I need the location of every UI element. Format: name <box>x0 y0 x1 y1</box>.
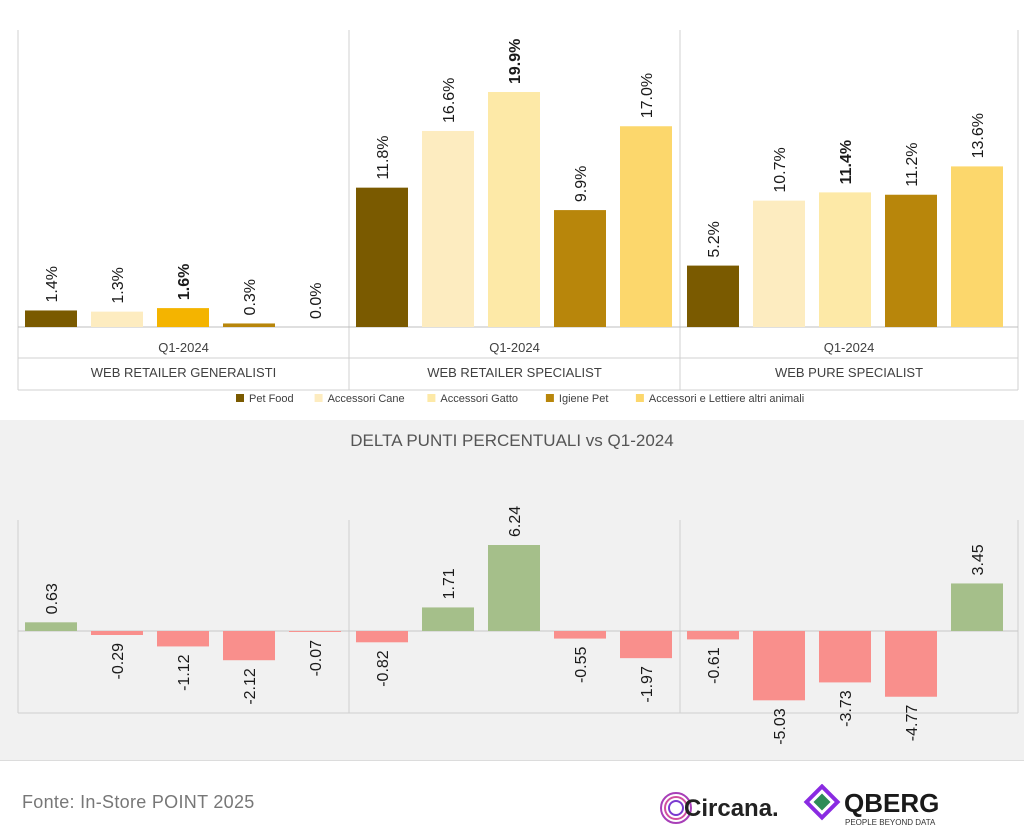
bar-igiene-pet <box>223 323 275 327</box>
legend-swatch <box>236 394 244 402</box>
delta-label: -0.55 <box>573 646 590 683</box>
data-label: 1.6% <box>176 264 193 300</box>
positive-bar <box>422 607 474 631</box>
legend-item: Accessori Gatto <box>427 393 518 405</box>
positive-bar <box>951 583 1003 631</box>
legend-label: Accessori Gatto <box>440 393 518 405</box>
data-label: 1.4% <box>44 266 61 302</box>
data-label: 11.8% <box>375 135 392 179</box>
legend-swatch <box>314 394 323 402</box>
data-label: 0.3% <box>242 279 259 315</box>
qberg-tagline: PEOPLE BEYOND DATA <box>845 818 936 827</box>
delta-label: 6.24 <box>507 506 524 537</box>
delta-label: -0.07 <box>308 640 325 677</box>
delta-chart-panel: DELTA PUNTI PERCENTUALI vs Q1-2024 0.63 -0… <box>0 420 1024 761</box>
delta-label: -0.29 <box>110 643 127 680</box>
bar-igiene-pet <box>885 194 937 327</box>
negative-bar <box>91 631 143 635</box>
delta-label: -0.61 <box>706 647 723 684</box>
delta-label: -5.03 <box>772 708 789 745</box>
negative-bar <box>289 631 341 632</box>
delta-label: -1.12 <box>176 654 193 691</box>
bar-accessori-e-lettiere-altri-animali <box>620 126 672 327</box>
bar-accessori-gatto <box>819 192 871 327</box>
legend-item: Igiene Pet <box>545 393 609 405</box>
negative-bar <box>885 631 937 697</box>
period-label: Q1-2024 <box>824 340 875 355</box>
legend-swatch <box>635 394 644 402</box>
delta-label: 0.63 <box>44 583 61 614</box>
bar-pet-food <box>356 187 408 327</box>
data-label: 17.0% <box>639 73 656 118</box>
legend-item: Accessori Cane <box>314 393 405 405</box>
period-label: Q1-2024 <box>158 340 209 355</box>
data-label: 19.9% <box>507 39 524 84</box>
legend-label: Accessori e Lettiere altri animali <box>649 393 804 405</box>
circana-logo: Circana. <box>660 792 779 824</box>
group-label: WEB RETAILER SPECIALIST <box>427 365 602 380</box>
period-label: Q1-2024 <box>489 340 540 355</box>
delta-label: -3.73 <box>838 690 855 727</box>
negative-bar <box>223 631 275 661</box>
group-label: WEB PURE SPECIALIST <box>775 365 923 380</box>
circana-logo-text: Circana. <box>684 795 779 822</box>
data-label: 1.3% <box>110 267 127 303</box>
share-chart: Q1-2024 WEB RETAILER GENERALISTI 1.4% 1.3% 1… <box>17 30 1019 405</box>
bar-accessori-gatto <box>157 308 209 327</box>
legend-swatch <box>545 394 554 402</box>
delta-label: -1.97 <box>639 666 656 703</box>
data-label: 10.7% <box>772 147 789 192</box>
data-label: 5.2% <box>706 221 723 257</box>
legend-item: Pet Food <box>236 393 294 405</box>
delta-label: -4.77 <box>904 705 921 742</box>
legend-label: Accessori Cane <box>328 393 405 405</box>
share-chart-panel: Q1-2024 WEB RETAILER GENERALISTI 1.4% 1.3% 1… <box>0 30 1024 422</box>
negative-bar <box>356 631 408 643</box>
delta-label: 1.71 <box>441 568 458 599</box>
negative-bar <box>753 631 805 701</box>
legend-item: Accessori e Lettiere altri animali <box>635 393 804 405</box>
logo-strip: Circana. QBERG PEOPLE BEYOND DATA <box>660 783 939 827</box>
data-label: 13.6% <box>970 113 987 158</box>
negative-bar <box>620 631 672 659</box>
group-label: WEB RETAILER GENERALISTI <box>91 365 276 380</box>
qberg-logo-text: QBERG <box>844 788 939 818</box>
source-note: Fonte: In-Store POINT 2025 <box>22 792 255 812</box>
delta-label: 3.45 <box>970 544 987 575</box>
bar-accessori-cane <box>753 200 805 327</box>
delta-chart-title: DELTA PUNTI PERCENTUALI vs Q1-2024 <box>350 431 673 450</box>
bar-pet-food <box>25 310 77 327</box>
legend-swatch <box>427 394 436 402</box>
delta-label: -0.82 <box>375 650 392 687</box>
legend-label: Igiene Pet <box>559 393 609 405</box>
positive-bar <box>488 545 540 631</box>
bar-accessori-e-lettiere-altri-animali <box>951 166 1003 327</box>
logos: Circana. QBERG PEOPLE BEYOND DATA <box>656 783 956 830</box>
delta-label: -2.12 <box>242 668 259 705</box>
bar-accessori-cane <box>91 311 143 327</box>
negative-bar <box>554 631 606 639</box>
bar-igiene-pet <box>554 210 606 327</box>
negative-bar <box>819 631 871 683</box>
positive-bar <box>25 622 77 631</box>
negative-bar <box>157 631 209 647</box>
legend-label: Pet Food <box>249 393 294 405</box>
data-label: 0.0% <box>308 283 325 319</box>
data-label: 16.6% <box>441 78 458 123</box>
data-label: 11.2% <box>904 143 921 187</box>
negative-bar <box>687 631 739 640</box>
data-label: 11.4% <box>838 140 855 184</box>
delta-chart: DELTA PUNTI PERCENTUALI vs Q1-2024 0.63 -0… <box>17 431 1019 745</box>
qberg-logo: QBERG PEOPLE BEYOND DATA <box>803 783 939 827</box>
bar-pet-food <box>687 265 739 327</box>
bar-accessori-cane <box>422 130 474 327</box>
data-label: 9.9% <box>573 166 590 202</box>
bar-accessori-gatto <box>488 92 540 327</box>
